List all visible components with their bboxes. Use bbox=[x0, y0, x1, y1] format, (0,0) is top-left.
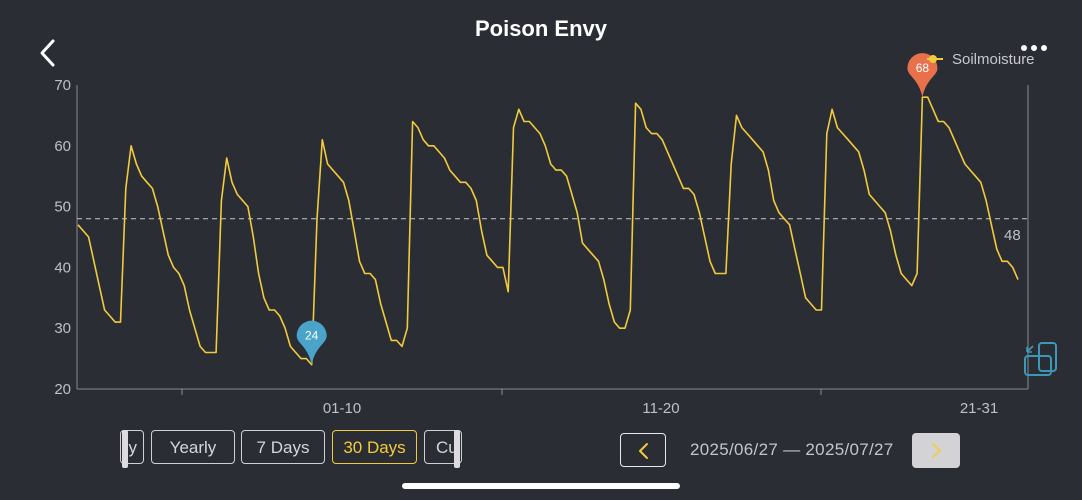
legend-dot bbox=[929, 55, 937, 63]
max-marker-label: 68 bbox=[916, 61, 930, 75]
chevron-left-icon bbox=[639, 443, 648, 459]
home-indicator bbox=[402, 483, 680, 489]
page-title: Poison Envy bbox=[474, 16, 608, 41]
y-tick-label: 60 bbox=[54, 138, 71, 155]
y-tick-label: 40 bbox=[54, 259, 71, 276]
y-tick-label: 30 bbox=[54, 320, 71, 337]
prev-range-button[interactable] bbox=[620, 433, 666, 467]
max-marker: 68 bbox=[907, 53, 938, 98]
rotate-screen-button[interactable] bbox=[1024, 342, 1057, 376]
range-tab[interactable]: Yearly bbox=[151, 430, 235, 464]
series-soilmoisture bbox=[77, 96, 1019, 366]
soil-moisture-chart: 20 30 40 50 60 70 01-10 11-20 21-31 48 68 24 Soi… bbox=[54, 51, 1057, 417]
average-line: 48 bbox=[77, 218, 1028, 244]
min-marker: 24 bbox=[296, 320, 327, 365]
more-button[interactable] bbox=[1020, 38, 1048, 58]
min-marker-label: 24 bbox=[305, 329, 319, 343]
y-tick-label: 50 bbox=[54, 199, 71, 216]
x-axis: 01-10 11-20 21-31 bbox=[77, 388, 1028, 417]
y-tick-label: 20 bbox=[54, 381, 71, 398]
x-tick-label: 01-10 bbox=[323, 400, 361, 417]
legend-label: Soilmoisture bbox=[952, 51, 1035, 68]
y-axis: 20 30 40 50 60 70 bbox=[54, 77, 1029, 398]
max-marker-pin bbox=[907, 53, 938, 98]
rotate-screen-icon bbox=[1024, 342, 1057, 376]
chevron-left-icon bbox=[40, 39, 55, 67]
range-tab[interactable]: Cu bbox=[424, 430, 462, 464]
x-tick-label: 21-31 bbox=[960, 400, 998, 417]
range-tabs: y Yearly 7 Days 30 Days Cu bbox=[120, 430, 462, 468]
series-line bbox=[77, 96, 1019, 366]
chevron-right-icon bbox=[932, 443, 941, 458]
date-range-label: 2025/06/27 — 2025/07/27 bbox=[690, 440, 894, 459]
y-tick-label: 70 bbox=[54, 77, 71, 94]
back-button[interactable] bbox=[36, 38, 60, 68]
legend: Soilmoisture bbox=[927, 51, 1035, 68]
x-tick-label: 11-20 bbox=[642, 400, 679, 417]
range-tab[interactable]: y bbox=[120, 430, 144, 464]
scroll-edge-left bbox=[122, 430, 128, 468]
markers: 68 24 bbox=[296, 53, 938, 365]
range-tab[interactable]: 7 Days bbox=[241, 430, 325, 464]
range-tab[interactable]: 30 Days bbox=[332, 430, 417, 464]
more-dots-icon bbox=[1021, 45, 1047, 51]
scroll-edge-right bbox=[454, 430, 460, 468]
average-label: 48 bbox=[1004, 227, 1021, 244]
min-marker-pin bbox=[296, 320, 327, 365]
next-range-button[interactable] bbox=[912, 433, 960, 468]
